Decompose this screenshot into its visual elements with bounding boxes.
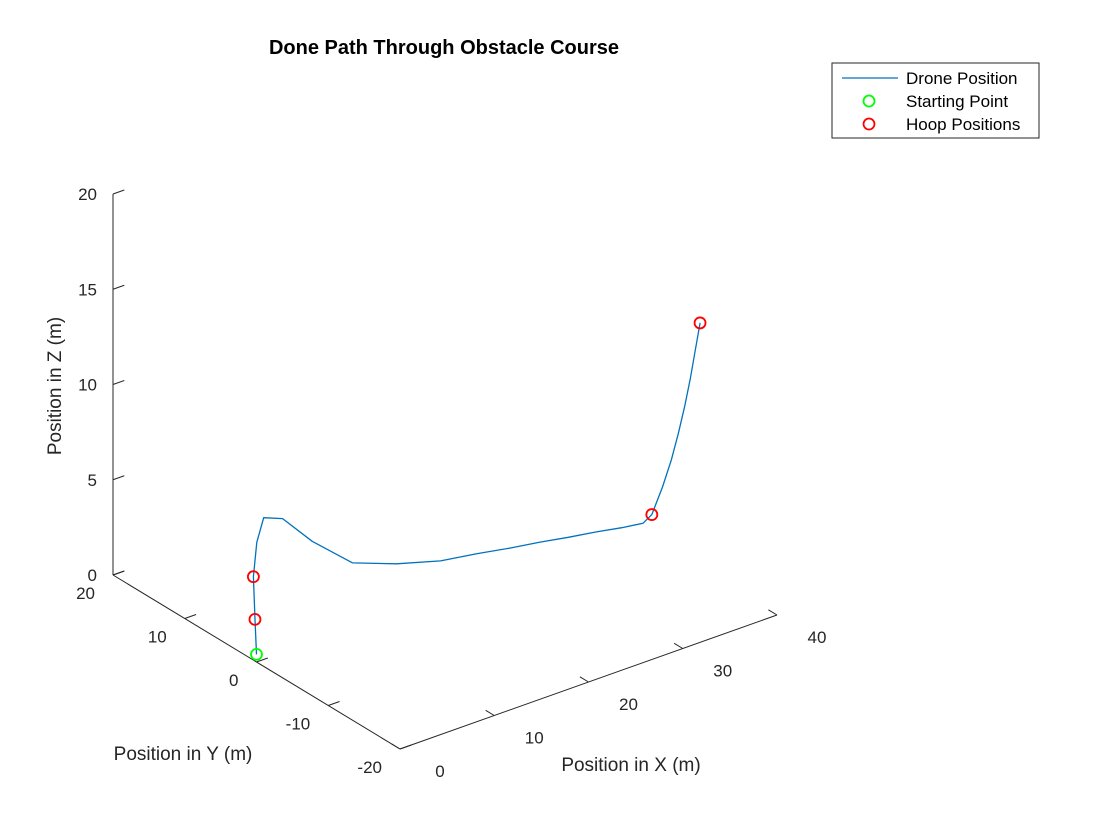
x-tick-label: 10: [525, 729, 544, 748]
y-tick: [328, 701, 340, 706]
series-layer: [252, 322, 701, 655]
axes: [112, 194, 778, 750]
hoop-position-marker: [246, 570, 260, 584]
y-tick: [184, 614, 197, 619]
legend-label-hoop-positions: Hoop Positions: [906, 115, 1020, 134]
y-tick-label: -10: [286, 715, 311, 734]
legend-box: [831, 62, 1040, 139]
drone-position-line: [252, 322, 701, 655]
y-tick: [256, 657, 268, 663]
y-tick: [399, 744, 412, 750]
x-tick-label: 40: [808, 628, 827, 647]
z-tick-label: 20: [78, 185, 97, 204]
marker-layer: [246, 316, 707, 661]
tick-marks: [112, 189, 778, 750]
x-tick: [485, 709, 495, 716]
legend-start-swatch: [862, 94, 876, 108]
legend-label-drone-position: Drone Position: [906, 69, 1018, 88]
x-tick: [579, 676, 589, 683]
y-tick-label: -20: [357, 758, 382, 777]
z-tick: [112, 284, 125, 290]
z-tick: [112, 570, 125, 576]
y-tick-label: 10: [148, 628, 167, 647]
y-tick-label: 20: [76, 584, 95, 603]
hoop-position-marker: [248, 612, 262, 626]
x-tick-label: 20: [619, 695, 638, 714]
y-tick-label: 0: [229, 671, 238, 690]
x-tick-label: 0: [435, 762, 444, 781]
x-tick: [768, 609, 778, 616]
x-tick: [391, 743, 401, 750]
x-tick-label: 30: [713, 662, 732, 681]
x-axis-label: Position in X (m): [561, 755, 700, 776]
z-axis-label: Position in Z (m): [45, 317, 66, 455]
z-tick: [112, 475, 125, 481]
z-tick: [112, 189, 125, 195]
z-tick-label: 15: [78, 280, 97, 299]
x-tick: [673, 642, 684, 649]
y-axis-label: Position in Y (m): [114, 744, 253, 765]
z-tick-label: 10: [78, 376, 97, 395]
z-tick: [112, 380, 125, 385]
hoop-position-marker: [693, 316, 707, 330]
legend-hoop-swatch: [862, 117, 876, 131]
legend-label-starting-point: Starting Point: [906, 92, 1008, 111]
chart-title: Done Path Through Obstacle Course: [269, 37, 619, 59]
z-tick-label: 5: [88, 471, 97, 490]
starting-point-marker: [250, 647, 263, 661]
legend: Drone Position Starting Point Hoop Posit…: [831, 62, 1040, 139]
z-tick-label: 0: [88, 566, 97, 585]
hoop-position-marker: [645, 508, 659, 521]
